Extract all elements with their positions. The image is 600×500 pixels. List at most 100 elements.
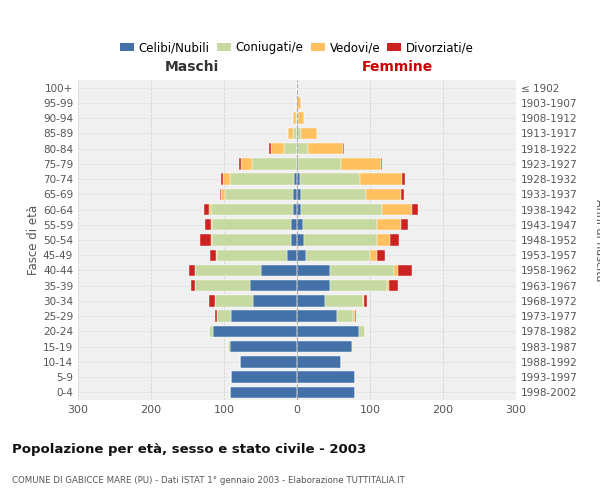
Bar: [337, 310, 353, 322]
Bar: [297, 204, 301, 215]
Bar: [412, 204, 418, 215]
Bar: [226, 188, 293, 200]
Bar: [330, 280, 387, 291]
Bar: [221, 174, 223, 185]
Bar: [195, 280, 250, 291]
Text: Maschi: Maschi: [165, 60, 219, 74]
Bar: [301, 204, 382, 215]
Bar: [191, 280, 195, 291]
Bar: [230, 341, 297, 352]
Bar: [377, 219, 401, 230]
Bar: [203, 204, 209, 215]
Bar: [304, 234, 377, 246]
Bar: [297, 326, 359, 337]
Bar: [297, 280, 330, 291]
Bar: [343, 143, 344, 154]
Bar: [232, 372, 297, 383]
Bar: [297, 158, 298, 170]
Bar: [210, 250, 216, 261]
Y-axis label: Anni di nascita: Anni di nascita: [594, 198, 600, 281]
Bar: [287, 128, 293, 139]
Bar: [217, 310, 232, 322]
Bar: [223, 174, 230, 185]
Bar: [211, 219, 212, 230]
Bar: [252, 158, 297, 170]
Bar: [297, 128, 301, 139]
Bar: [297, 250, 306, 261]
Bar: [240, 356, 297, 368]
Bar: [297, 372, 355, 383]
Bar: [394, 265, 398, 276]
Bar: [221, 188, 226, 200]
Bar: [301, 188, 367, 200]
Bar: [293, 188, 297, 200]
Bar: [215, 310, 217, 322]
Bar: [239, 158, 241, 170]
Bar: [287, 250, 297, 261]
Bar: [381, 158, 382, 170]
Bar: [209, 295, 215, 306]
Bar: [213, 326, 297, 337]
Bar: [398, 265, 412, 276]
Bar: [389, 280, 398, 291]
Bar: [303, 219, 377, 230]
Bar: [402, 174, 405, 185]
Bar: [209, 326, 213, 337]
Text: COMUNE DI GABICCE MARE (PU) - Dati ISTAT 1° gennaio 2003 - Elaborazione TUTTITAL: COMUNE DI GABICCE MARE (PU) - Dati ISTAT…: [12, 476, 405, 485]
Bar: [211, 234, 212, 246]
Bar: [297, 234, 304, 246]
Bar: [220, 188, 221, 200]
Bar: [330, 265, 394, 276]
Bar: [296, 112, 297, 124]
Bar: [370, 250, 377, 261]
Bar: [377, 250, 385, 261]
Bar: [205, 219, 211, 230]
Bar: [364, 295, 367, 306]
Bar: [298, 112, 304, 124]
Bar: [293, 112, 296, 124]
Bar: [298, 158, 341, 170]
Bar: [300, 174, 360, 185]
Bar: [293, 128, 297, 139]
Bar: [352, 341, 353, 352]
Bar: [367, 188, 401, 200]
Bar: [355, 310, 356, 322]
Bar: [377, 234, 391, 246]
Bar: [189, 265, 195, 276]
Bar: [230, 174, 294, 185]
Bar: [216, 250, 217, 261]
Bar: [391, 234, 399, 246]
Text: Femmine: Femmine: [362, 60, 433, 74]
Bar: [269, 143, 271, 154]
Bar: [291, 234, 297, 246]
Bar: [291, 219, 297, 230]
Bar: [297, 310, 337, 322]
Bar: [387, 280, 389, 291]
Bar: [362, 295, 364, 306]
Bar: [209, 204, 211, 215]
Bar: [294, 174, 297, 185]
Bar: [341, 158, 381, 170]
Bar: [250, 280, 297, 291]
Bar: [297, 188, 301, 200]
Bar: [217, 250, 287, 261]
Bar: [284, 143, 297, 154]
Bar: [296, 97, 297, 108]
Bar: [215, 295, 253, 306]
Bar: [401, 188, 404, 200]
Bar: [297, 219, 303, 230]
Bar: [297, 174, 300, 185]
Bar: [293, 204, 297, 215]
Bar: [260, 265, 297, 276]
Bar: [360, 174, 402, 185]
Bar: [212, 219, 291, 230]
Bar: [195, 265, 260, 276]
Bar: [212, 234, 291, 246]
Bar: [308, 143, 343, 154]
Bar: [401, 219, 408, 230]
Bar: [297, 341, 352, 352]
Bar: [211, 204, 293, 215]
Bar: [297, 356, 341, 368]
Bar: [306, 250, 370, 261]
Bar: [297, 386, 355, 398]
